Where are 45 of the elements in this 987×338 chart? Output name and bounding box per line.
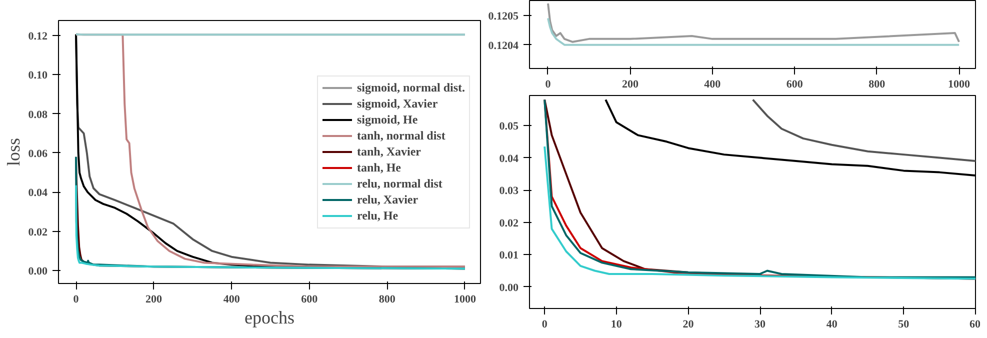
x-tick-label: 50 (898, 318, 910, 330)
x-tick-label: 60 (970, 318, 981, 330)
y-tick-label: 0.05 (499, 120, 519, 133)
y-tick-label: 0.02 (499, 217, 519, 230)
y-tick-label: 0.00 (499, 282, 519, 294)
x-tick-label: 0 (545, 78, 552, 90)
y-tick-label: 0.1204 (488, 40, 519, 52)
y-tick-label: 0.12 (28, 30, 48, 42)
x-tick-label: 20 (682, 318, 694, 330)
x-tick-label: 400 (223, 294, 240, 306)
x-tick-label: 30 (754, 318, 766, 330)
y-tick-label: 0.08 (28, 108, 48, 121)
legend-label: sigmoid, He (356, 112, 418, 127)
y-tick-label: 0.1205 (488, 10, 519, 22)
y-tick-label: 0.04 (28, 187, 48, 200)
legend-label: tanh, Xavier (356, 144, 421, 159)
y-tick-label: 0.03 (499, 185, 519, 198)
legend-label: tanh, normal dist (356, 128, 446, 143)
y-tick-label: 0.01 (499, 250, 518, 262)
x-tick-label: 400 (704, 78, 722, 90)
y-tick-label: 0.00 (28, 266, 48, 278)
legend-label: relu, normal dist (356, 176, 442, 191)
legend-label: sigmoid, normal dist. (356, 80, 465, 95)
x-tick-label: 800 (868, 78, 886, 90)
legend-label: relu, He (356, 208, 398, 223)
x-tick-label: 10 (610, 318, 622, 330)
x-tick-label: 0 (73, 294, 80, 306)
y-tick-label: 0.06 (28, 148, 48, 160)
x-tick-label: 0 (542, 318, 548, 330)
x-tick-label: 200 (622, 78, 639, 90)
legend-label: tanh, He (356, 160, 401, 175)
x-tick-label: 40 (826, 318, 838, 330)
y-tick-label: 0.04 (499, 152, 519, 165)
y-tick-label: 0.10 (28, 70, 48, 82)
legend-label: sigmoid, Xavier (356, 96, 438, 111)
y-axis-title: loss (3, 138, 24, 166)
x-tick-label: 800 (378, 294, 396, 306)
x-tick-label: 200 (146, 294, 163, 306)
x-axis-title: epochs (244, 308, 294, 328)
y-tick-label: 0.02 (28, 226, 48, 238)
x-tick-label: 1000 (454, 294, 476, 306)
x-tick-label: 600 (786, 78, 804, 90)
x-tick-label: 1000 (948, 78, 971, 90)
legend-label: relu, Xavier (356, 192, 418, 207)
x-tick-label: 600 (301, 294, 318, 306)
